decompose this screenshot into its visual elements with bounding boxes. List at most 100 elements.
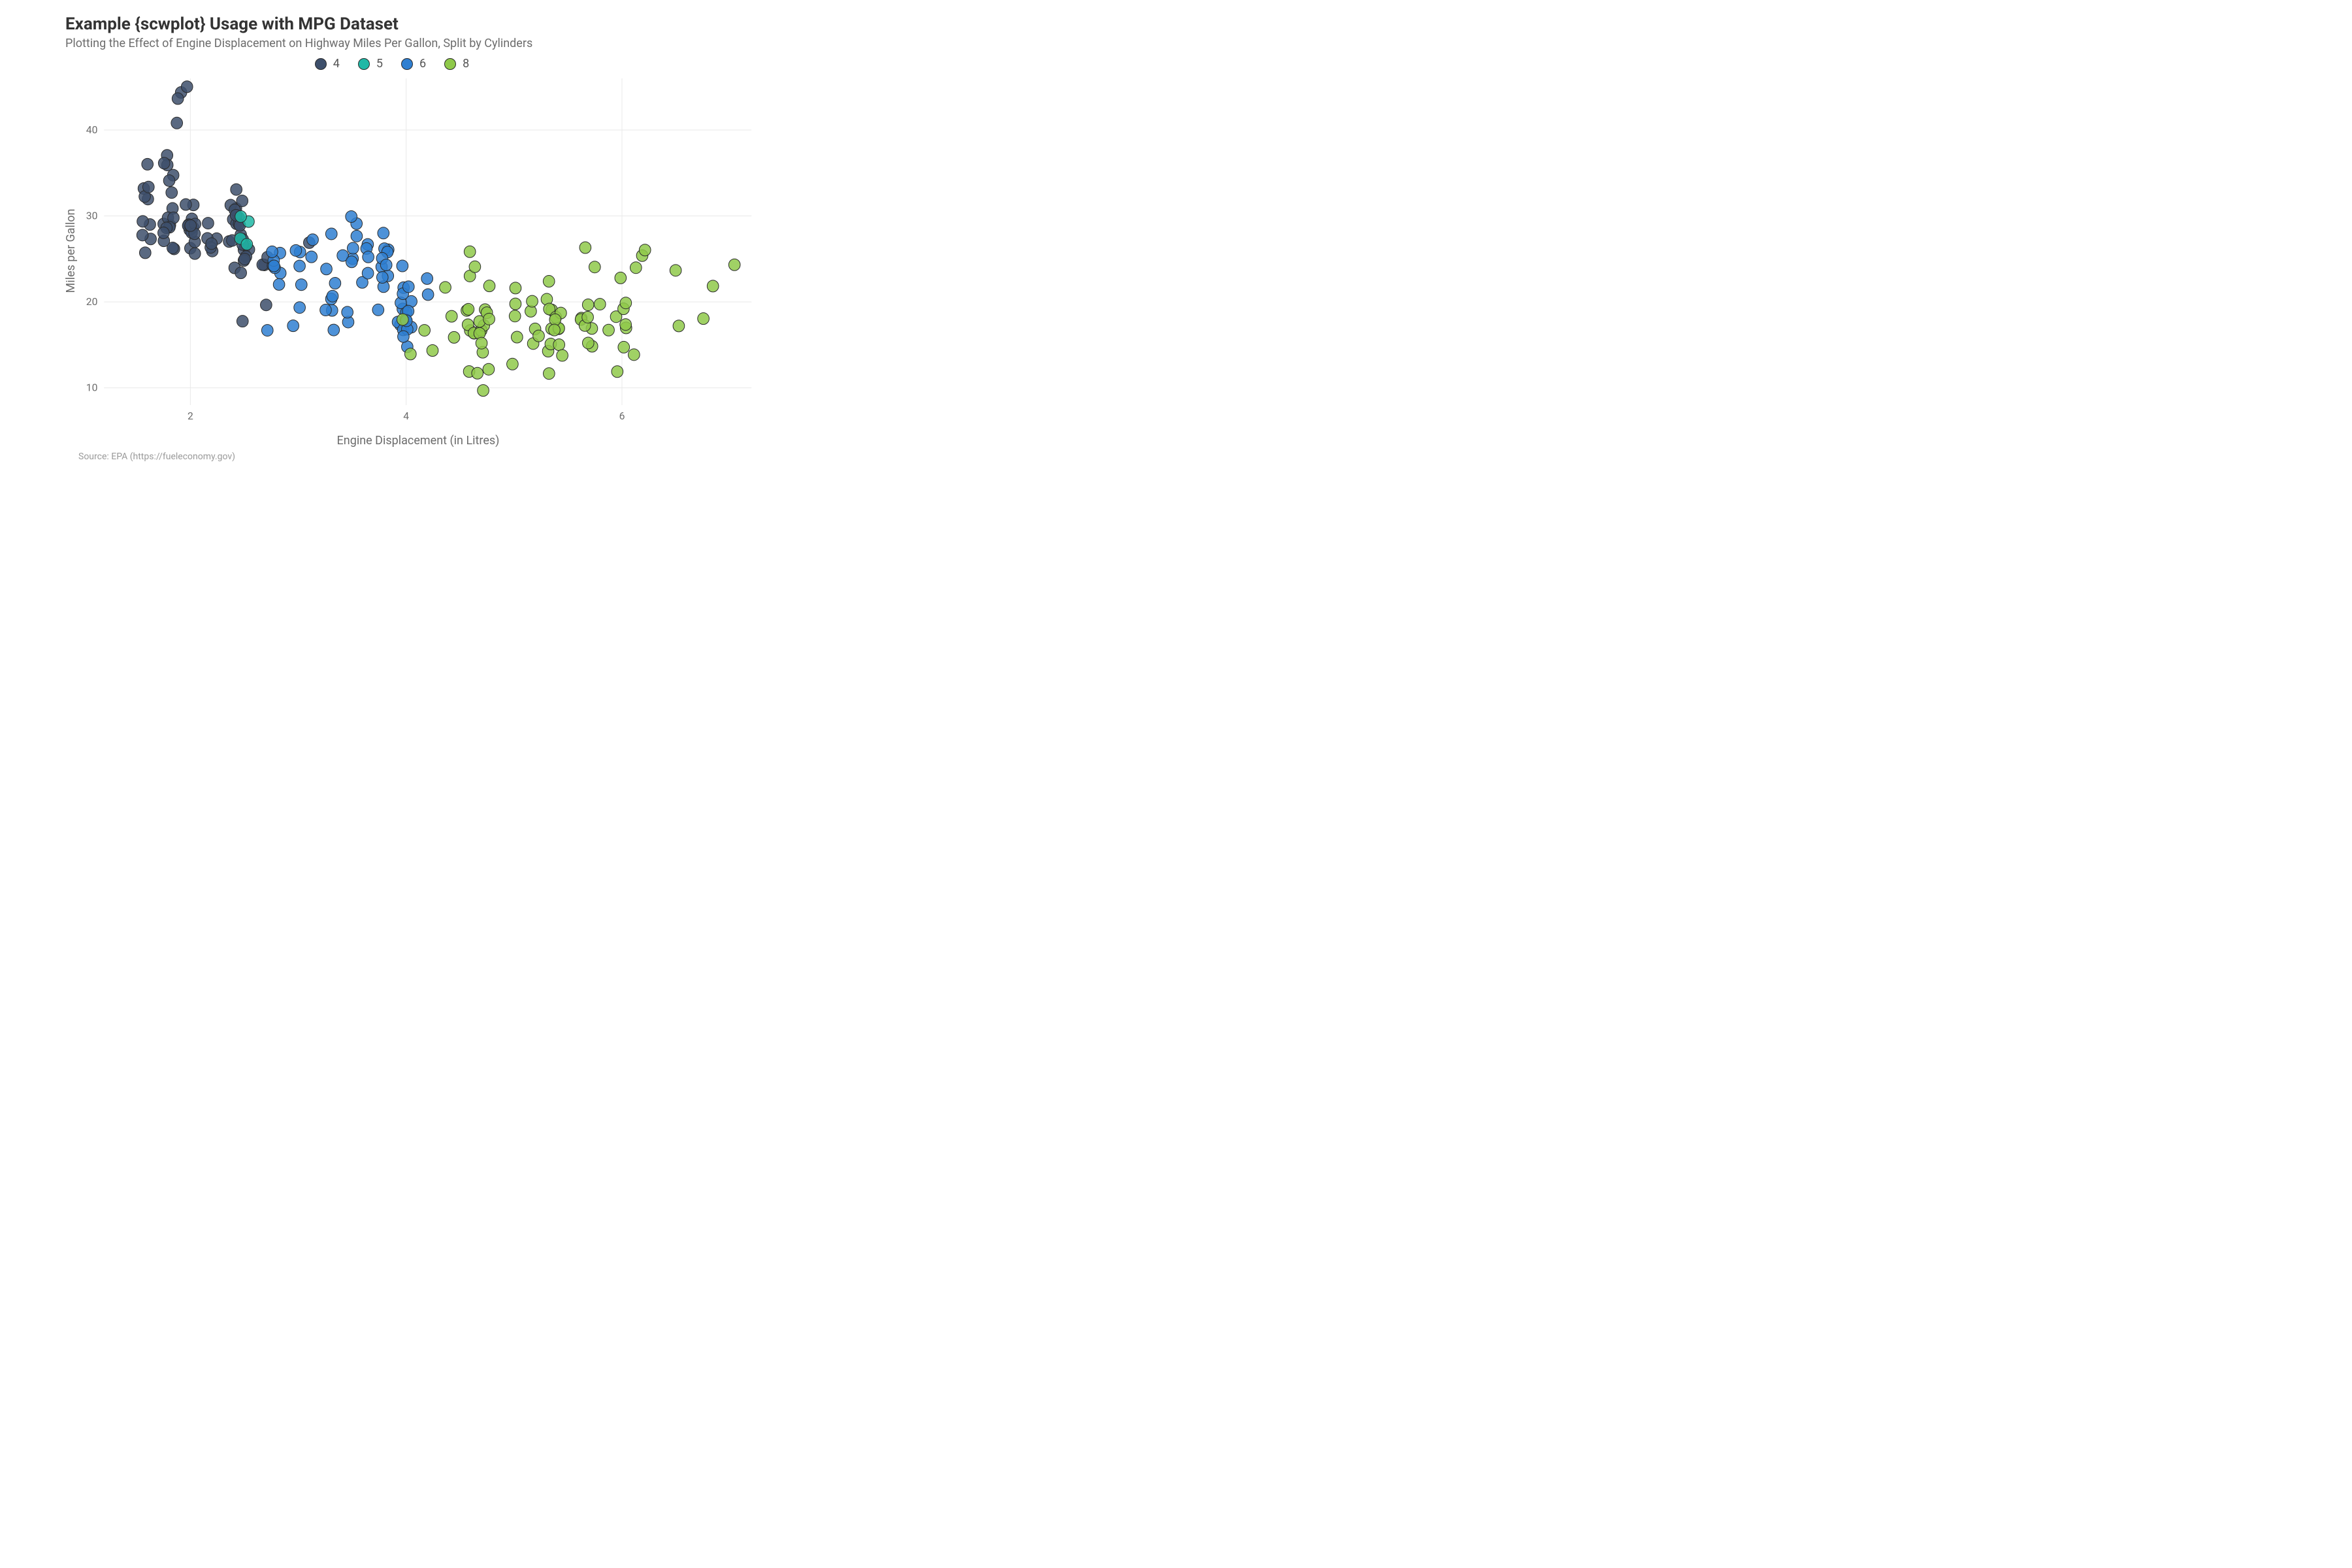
data-point (421, 272, 433, 284)
data-point (620, 319, 632, 331)
legend: 4 5 6 8 (13, 57, 771, 71)
legend-swatch-icon (358, 58, 370, 70)
svg-text:30: 30 (86, 209, 98, 221)
data-point (707, 280, 719, 292)
data-point (166, 187, 178, 199)
data-point (507, 358, 519, 370)
legend-item: 5 (358, 57, 383, 71)
data-point (294, 302, 306, 314)
data-point (235, 210, 247, 222)
data-point (376, 272, 388, 284)
data-point (427, 345, 438, 357)
legend-item: 6 (401, 57, 426, 71)
data-point (589, 261, 600, 273)
legend-label: 5 (376, 57, 383, 71)
data-point (342, 306, 353, 318)
data-point (639, 244, 651, 256)
data-point (372, 304, 384, 316)
legend-swatch-icon (401, 58, 413, 70)
svg-text:4: 4 (403, 410, 409, 422)
data-point (549, 314, 561, 325)
data-point (397, 260, 408, 272)
data-point (158, 227, 170, 238)
data-point (483, 280, 495, 292)
data-point (419, 325, 431, 336)
data-point (231, 184, 242, 195)
data-point (549, 324, 561, 336)
data-point (329, 277, 341, 289)
data-point (185, 220, 197, 231)
data-point (261, 325, 273, 336)
data-point (478, 385, 489, 397)
data-point (206, 238, 218, 250)
data-point (351, 230, 363, 242)
data-point (346, 256, 357, 268)
data-point (380, 259, 392, 271)
data-point (397, 314, 408, 325)
data-point (728, 259, 740, 270)
data-point (698, 313, 710, 325)
data-point (402, 281, 414, 293)
data-point (321, 263, 333, 275)
data-point (327, 290, 338, 302)
x-axis-label: Engine Displacement (in Litres) (78, 434, 758, 448)
data-point (180, 199, 192, 210)
data-point (306, 251, 318, 263)
data-point (163, 174, 175, 186)
data-point (580, 242, 591, 253)
legend-item: 8 (444, 57, 469, 71)
data-point (628, 349, 640, 361)
data-point (594, 299, 606, 310)
data-point (267, 246, 278, 257)
data-point (378, 227, 389, 239)
data-point (511, 331, 523, 343)
data-point (142, 158, 154, 170)
data-point (261, 299, 272, 311)
data-point (448, 331, 460, 343)
data-point (510, 298, 521, 310)
data-point (618, 341, 630, 353)
svg-text:10: 10 (86, 382, 98, 394)
svg-text:2: 2 (188, 410, 193, 422)
chart-subtitle: Plotting the Effect of Engine Displaceme… (65, 37, 771, 50)
data-point (422, 289, 434, 301)
data-point (290, 244, 302, 256)
data-point (483, 363, 495, 375)
data-point (189, 248, 201, 259)
data-point (543, 276, 555, 287)
data-point (362, 267, 374, 279)
data-point (440, 282, 451, 293)
data-point (287, 320, 299, 332)
data-point (139, 247, 151, 259)
data-point (673, 320, 685, 332)
data-point (620, 297, 632, 309)
data-point (463, 303, 474, 315)
legend-item: 4 (315, 57, 340, 71)
data-point (476, 337, 487, 349)
data-point (320, 304, 332, 316)
data-point (325, 228, 337, 240)
data-point (398, 331, 410, 342)
data-point (582, 311, 594, 323)
data-point (464, 246, 476, 257)
data-point (483, 313, 495, 325)
data-point (235, 267, 247, 279)
data-point (347, 242, 359, 254)
data-point (137, 229, 148, 241)
data-point (203, 218, 214, 229)
data-point (294, 260, 306, 272)
legend-label: 6 (419, 57, 426, 71)
svg-text:20: 20 (86, 295, 98, 308)
data-point (295, 279, 307, 291)
svg-text:40: 40 (86, 123, 98, 136)
data-point (510, 282, 521, 294)
data-point (363, 251, 374, 263)
chart-title: Example {scwplot} Usage with MPG Dataset (65, 14, 771, 34)
chart-caption: Source: EPA (https://fueleconomy.gov) (78, 451, 771, 462)
data-point (557, 350, 568, 361)
svg-text:6: 6 (619, 410, 625, 422)
data-point (172, 93, 184, 105)
data-point (469, 261, 481, 272)
data-point (509, 310, 521, 322)
data-point (544, 368, 555, 380)
